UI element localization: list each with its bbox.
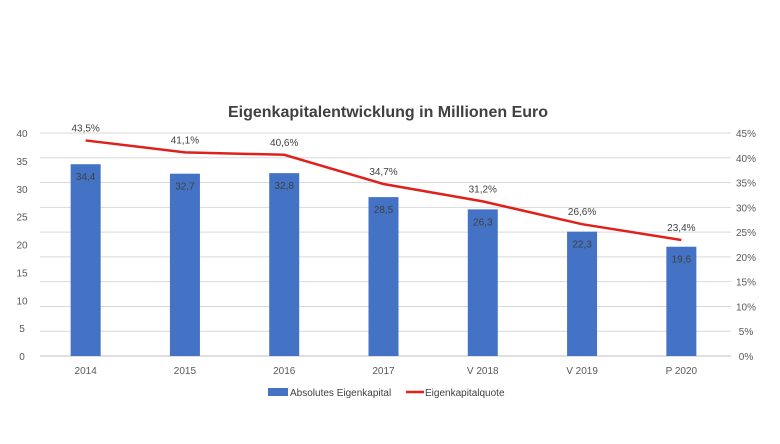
right-tick-label: 45% [736, 129, 756, 140]
line-value-label: 34,7% [369, 167, 397, 178]
left-tick-label: 40 [16, 129, 28, 140]
right-tick-label: 15% [736, 278, 756, 289]
bar-series: 34,4 32,7 32,8 28,5 26,3 22,3 19,6 [71, 164, 697, 356]
x-tick-label: 2014 [75, 366, 98, 377]
bar [468, 209, 498, 356]
chart-title: Eigenkapitalentwicklung in Millionen Eur… [228, 104, 548, 121]
x-tick-label: 2017 [372, 366, 395, 377]
left-tick-label: 5 [19, 324, 25, 335]
bar-value-label: 19,6 [672, 255, 692, 266]
bar-value-label: 32,8 [274, 181, 294, 192]
line-value-label: 43,5% [71, 123, 99, 134]
line-value-label: 23,4% [667, 223, 695, 234]
bar-value-label: 26,3 [473, 217, 493, 228]
right-axis: 0% 5% 10% 15% 20% 25% 30% 35% 40% 45% [736, 129, 756, 363]
bar [170, 174, 200, 356]
x-tick-label: V 2019 [566, 366, 598, 377]
legend-label-bar: Absolutes Eigenkapital [290, 388, 391, 399]
right-tick-label: 0% [739, 352, 754, 363]
bar-value-label: 32,7 [175, 182, 195, 193]
bar-value-label: 34,4 [76, 172, 96, 183]
right-tick-label: 40% [736, 154, 756, 165]
legend: Absolutes Eigenkapital Eigenkapitalquote [268, 388, 505, 399]
x-tick-label: 2015 [174, 366, 197, 377]
left-tick-label: 25 [16, 213, 28, 224]
legend-swatch-bar [268, 388, 288, 396]
right-tick-label: 10% [736, 302, 756, 313]
x-tick-label: 2016 [273, 366, 296, 377]
left-tick-label: 15 [16, 268, 28, 279]
x-axis: 2014 2015 2016 2017 V 2018 V 2019 P 2020 [75, 366, 698, 377]
left-tick-label: 10 [16, 296, 28, 307]
right-tick-label: 30% [736, 203, 756, 214]
left-tick-label: 0 [19, 352, 25, 363]
line-value-label: 31,2% [469, 184, 497, 195]
left-tick-label: 20 [16, 241, 28, 252]
line-value-label: 40,6% [270, 138, 298, 149]
line-value-label: 26,6% [568, 207, 596, 218]
left-tick-label: 35 [16, 157, 28, 168]
bar [71, 164, 101, 356]
bar [269, 173, 299, 356]
bar-value-label: 22,3 [572, 240, 592, 251]
legend-label-line: Eigenkapitalquote [425, 388, 505, 399]
x-tick-label: V 2018 [467, 366, 499, 377]
right-tick-label: 5% [739, 327, 754, 338]
x-tick-label: P 2020 [666, 366, 698, 377]
line-value-label: 41,1% [171, 135, 199, 146]
right-tick-label: 20% [736, 253, 756, 264]
bar-value-label: 28,5 [374, 205, 394, 216]
left-tick-label: 30 [16, 185, 28, 196]
left-axis: 0 5 10 15 20 25 30 35 40 [16, 129, 28, 363]
right-tick-label: 35% [736, 179, 756, 190]
bar [369, 197, 399, 356]
right-tick-label: 25% [736, 228, 756, 239]
